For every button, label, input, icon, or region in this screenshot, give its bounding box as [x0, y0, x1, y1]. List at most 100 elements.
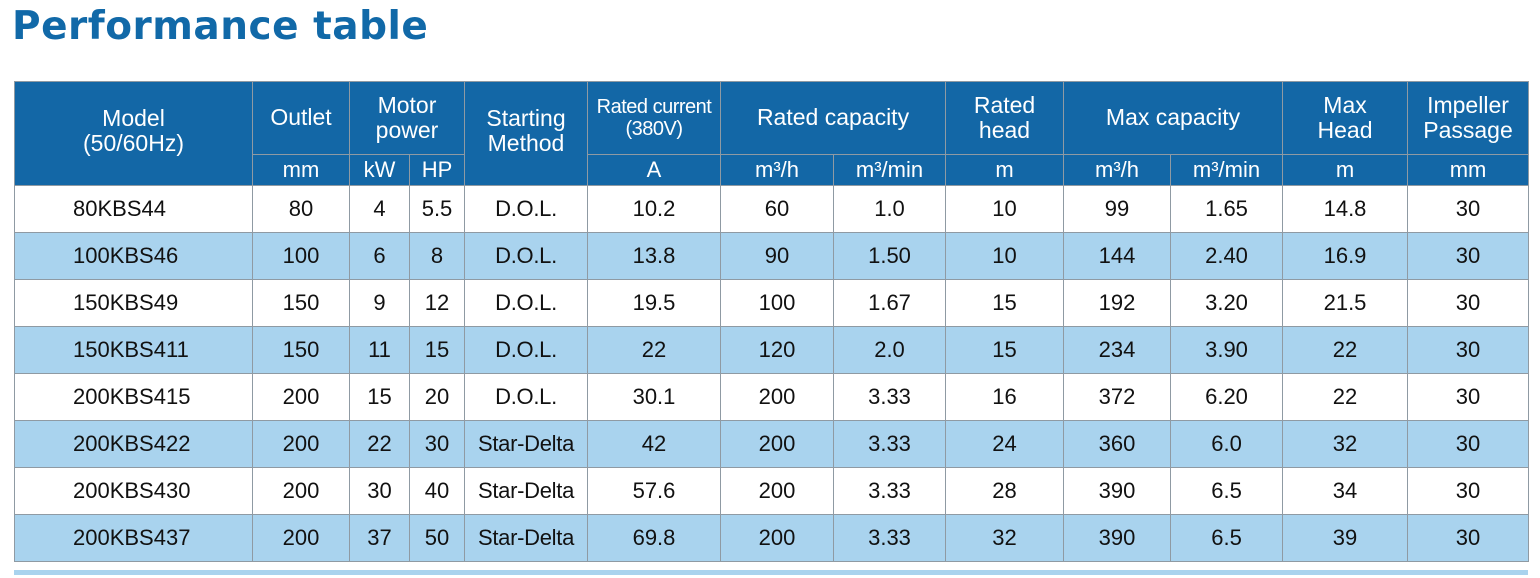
cell-max-head: 14.8: [1282, 185, 1409, 233]
cell-rated-head: 15: [945, 326, 1065, 374]
cell-power-kw: 15: [349, 373, 410, 421]
cell-impeller-passage: 30: [1407, 373, 1530, 421]
cell-rated-capacity-minute: 2.0: [832, 326, 947, 374]
cell-rated-current: 69.8: [587, 514, 721, 562]
cell-rated-current: 42: [587, 420, 721, 468]
cell-outlet: 200: [252, 467, 350, 515]
cell-starting-method: D.O.L.: [464, 326, 588, 374]
table-row: 200KBS422 200 22 30 Star-Delta 42 200 3.…: [14, 420, 1530, 468]
cell-rated-capacity-minute: 1.50: [832, 232, 947, 280]
cell-rated-capacity-hour: 200: [720, 373, 834, 421]
cell-starting-method: Star-Delta: [464, 514, 588, 562]
header-rated-capacity: Rated capacity: [719, 81, 947, 155]
cell-rated-head: 10: [945, 185, 1065, 233]
cell-impeller-passage: 30: [1407, 467, 1530, 515]
cell-rated-capacity-hour: 120: [720, 326, 834, 374]
cell-power-hp: 15: [409, 326, 465, 374]
header-row-titles: Model (50/60Hz) Outlet Motor power Start…: [14, 81, 1530, 186]
cell-impeller-passage: 30: [1407, 326, 1530, 374]
header-rated-head-label: Rated head: [973, 91, 1036, 143]
cell-outlet: 150: [252, 326, 350, 374]
header-outlet-label: Outlet: [270, 104, 332, 131]
unit-max-head: m: [1282, 154, 1409, 186]
cell-impeller-passage: 30: [1407, 420, 1530, 468]
cell-power-kw: 22: [349, 420, 410, 468]
cell-max-capacity-hour: 99: [1063, 185, 1172, 233]
cell-rated-capacity-hour: 90: [720, 232, 834, 280]
cell-power-hp: 5.5: [409, 185, 465, 233]
header-rated-current-label: Rated current (380V): [596, 96, 712, 140]
cell-outlet: 150: [252, 279, 350, 327]
header-max-head-label: Max Head: [1317, 91, 1373, 143]
cell-rated-capacity-hour: 100: [720, 279, 834, 327]
cell-starting-method: D.O.L.: [464, 373, 588, 421]
cell-power-hp: 30: [409, 420, 465, 468]
cell-power-hp: 12: [409, 279, 465, 327]
cell-power-hp: 8: [409, 232, 465, 280]
header-starting-method: Starting Method: [464, 81, 588, 186]
unit-rated-head: m: [945, 154, 1065, 186]
cell-starting-method: D.O.L.: [464, 232, 588, 280]
cell-max-head: 32: [1282, 420, 1409, 468]
performance-table: Model (50/60Hz) Outlet Motor power Start…: [14, 81, 1530, 562]
cell-model: 100KBS46: [14, 232, 253, 280]
table-row: 200KBS430 200 30 40 Star-Delta 57.6 200 …: [14, 467, 1530, 515]
cell-max-capacity-minute: 6.0: [1170, 420, 1284, 468]
cell-power-kw: 30: [349, 467, 410, 515]
cell-power-hp: 20: [409, 373, 465, 421]
cell-impeller-passage: 30: [1407, 514, 1530, 562]
header-starting-method-label: Starting Method: [486, 105, 566, 157]
header-rated-current: Rated current (380V): [587, 81, 721, 155]
unit-current: A: [587, 154, 721, 186]
page-title: Performance table: [12, 4, 429, 49]
cell-rated-capacity-minute: 1.0: [832, 185, 947, 233]
unit-max-capacity-hour: m³/h: [1063, 154, 1172, 186]
cell-rated-head: 10: [945, 232, 1065, 280]
cell-starting-method: Star-Delta: [464, 420, 588, 468]
cell-outlet: 200: [252, 420, 350, 468]
cell-max-capacity-minute: 6.5: [1170, 467, 1284, 515]
cell-rated-head: 32: [945, 514, 1065, 562]
cell-max-capacity-hour: 234: [1063, 326, 1172, 374]
cell-model: 200KBS430: [14, 467, 253, 515]
unit-max-capacity-minute: m³/min: [1170, 154, 1284, 186]
cell-max-head: 21.5: [1282, 279, 1409, 327]
cell-outlet: 100: [252, 232, 350, 280]
cell-model: 200KBS415: [14, 373, 253, 421]
header-motor-power-label: Motor power: [375, 91, 439, 143]
cell-max-head: 22: [1282, 373, 1409, 421]
cell-max-capacity-hour: 390: [1063, 467, 1172, 515]
cell-rated-head: 16: [945, 373, 1065, 421]
table-row: 200KBS415 200 15 20 D.O.L. 30.1 200 3.33…: [14, 373, 1530, 421]
cell-max-head: 22: [1282, 326, 1409, 374]
cell-max-capacity-hour: 360: [1063, 420, 1172, 468]
cell-rated-current: 57.6: [587, 467, 721, 515]
unit-impeller-passage: mm: [1407, 154, 1530, 186]
cell-max-head: 39: [1282, 514, 1409, 562]
header-row-units: mm kW HP A m³/h m³/min m m³/h m³/min m m…: [15, 154, 1530, 186]
unit-rated-capacity-minute: m³/min: [832, 154, 947, 186]
cell-outlet: 200: [252, 373, 350, 421]
header-outlet: Outlet: [252, 81, 350, 155]
cell-rated-capacity-hour: 200: [720, 514, 834, 562]
header-model-label: Model (50/60Hz): [83, 105, 184, 157]
table-row: 150KBS49 150 9 12 D.O.L. 19.5 100 1.67 1…: [14, 279, 1530, 327]
cell-max-capacity-hour: 192: [1063, 279, 1172, 327]
cell-model: 200KBS422: [14, 420, 253, 468]
cell-impeller-passage: 30: [1407, 279, 1530, 327]
cell-max-capacity-minute: 6.5: [1170, 514, 1284, 562]
cell-max-capacity-minute: 3.90: [1170, 326, 1284, 374]
header-rated-head: Rated head: [945, 81, 1065, 155]
cell-outlet: 200: [252, 514, 350, 562]
cell-outlet: 80: [252, 185, 350, 233]
header-max-capacity-label: Max capacity: [1105, 104, 1241, 131]
unit-rated-capacity-hour: m³/h: [720, 154, 834, 186]
cell-impeller-passage: 30: [1407, 232, 1530, 280]
table-row: 80KBS44 80 4 5.5 D.O.L. 10.2 60 1.0 10 9…: [14, 185, 1530, 233]
cell-max-head: 34: [1282, 467, 1409, 515]
cell-power-hp: 40: [409, 467, 465, 515]
cell-model: 200KBS437: [14, 514, 253, 562]
cell-power-kw: 6: [349, 232, 410, 280]
header-impeller-passage-label: Impeller Passage: [1423, 91, 1513, 143]
unit-power-hp: HP: [409, 154, 465, 186]
